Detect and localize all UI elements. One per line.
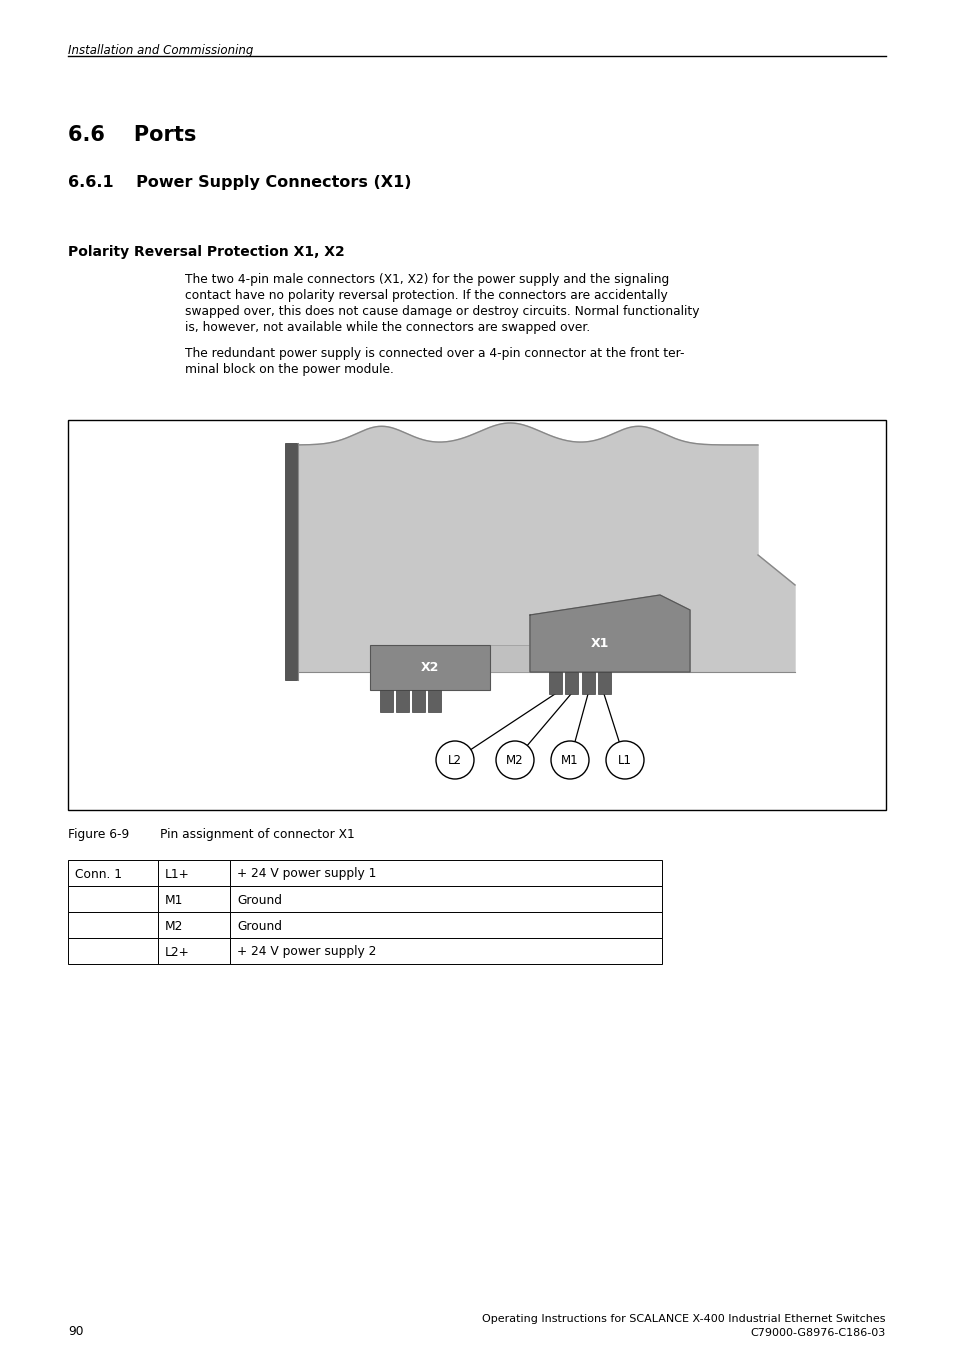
Text: Ground: Ground — [236, 920, 282, 932]
Bar — [230, 938, 661, 965]
Text: L1+: L1+ — [165, 867, 190, 881]
Bar — [395, 690, 409, 712]
Polygon shape — [298, 423, 794, 671]
Bar — [230, 861, 661, 886]
Bar — [158, 886, 230, 912]
Text: + 24 V power supply 1: + 24 V power supply 1 — [236, 867, 376, 881]
Bar — [230, 912, 661, 938]
Circle shape — [436, 740, 474, 780]
Text: 6.6.1    Power Supply Connectors (X1): 6.6.1 Power Supply Connectors (X1) — [68, 176, 411, 190]
Text: L2+: L2+ — [165, 946, 190, 958]
Text: 6.6    Ports: 6.6 Ports — [68, 126, 196, 145]
Polygon shape — [530, 594, 689, 671]
Bar — [68, 938, 158, 965]
Text: Installation and Commissioning: Installation and Commissioning — [68, 45, 253, 57]
Bar — [490, 644, 530, 671]
Text: X2: X2 — [420, 661, 438, 674]
Text: M2: M2 — [165, 920, 183, 932]
Circle shape — [605, 740, 643, 780]
Text: L2: L2 — [448, 754, 461, 766]
Bar — [68, 912, 158, 938]
Text: M1: M1 — [165, 893, 183, 907]
Text: The two 4-pin male connectors (X1, X2) for the power supply and the signaling: The two 4-pin male connectors (X1, X2) f… — [185, 273, 669, 286]
Circle shape — [551, 740, 588, 780]
Text: Ground: Ground — [236, 893, 282, 907]
Bar — [68, 420, 885, 811]
Bar — [68, 886, 158, 912]
Text: 90: 90 — [68, 1325, 84, 1337]
Text: Pin assignment of connector X1: Pin assignment of connector X1 — [160, 828, 355, 842]
Bar — [285, 443, 296, 680]
Bar — [581, 671, 595, 694]
Bar — [158, 938, 230, 965]
Text: M2: M2 — [506, 754, 523, 766]
Bar — [379, 690, 393, 712]
Text: contact have no polarity reversal protection. If the connectors are accidentally: contact have no polarity reversal protec… — [185, 289, 667, 303]
Bar — [548, 671, 561, 694]
Circle shape — [496, 740, 534, 780]
Text: M1: M1 — [560, 754, 578, 766]
Text: L1: L1 — [618, 754, 631, 766]
Bar — [412, 690, 424, 712]
Text: The redundant power supply is connected over a 4-pin connector at the front ter-: The redundant power supply is connected … — [185, 347, 684, 359]
Text: + 24 V power supply 2: + 24 V power supply 2 — [236, 946, 376, 958]
Text: Conn. 1: Conn. 1 — [75, 867, 122, 881]
Bar — [68, 861, 158, 886]
Text: C79000-G8976-C186-03: C79000-G8976-C186-03 — [750, 1328, 885, 1337]
Text: Polarity Reversal Protection X1, X2: Polarity Reversal Protection X1, X2 — [68, 245, 344, 259]
Text: Operating Instructions for SCALANCE X-400 Industrial Ethernet Switches: Operating Instructions for SCALANCE X-40… — [482, 1315, 885, 1324]
Bar — [158, 861, 230, 886]
Bar — [598, 671, 610, 694]
Text: minal block on the power module.: minal block on the power module. — [185, 363, 394, 376]
Bar — [370, 644, 490, 690]
Bar — [230, 886, 661, 912]
Bar — [564, 671, 578, 694]
Text: is, however, not available while the connectors are swapped over.: is, however, not available while the con… — [185, 322, 590, 334]
Text: Figure 6-9: Figure 6-9 — [68, 828, 129, 842]
Bar — [428, 690, 440, 712]
Text: X1: X1 — [590, 638, 609, 650]
Bar — [158, 912, 230, 938]
Text: swapped over, this does not cause damage or destroy circuits. Normal functionali: swapped over, this does not cause damage… — [185, 305, 699, 317]
